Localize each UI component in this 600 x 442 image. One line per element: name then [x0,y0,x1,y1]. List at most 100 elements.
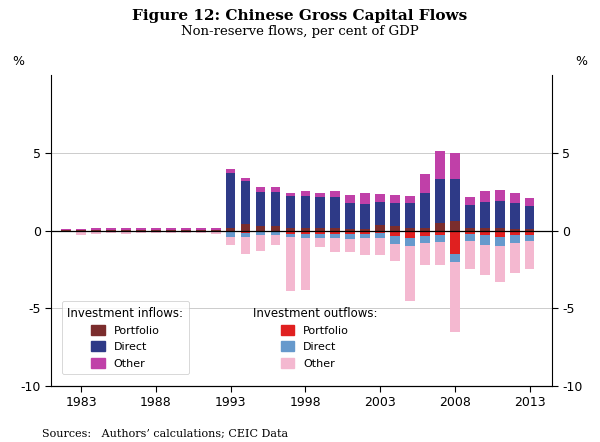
Bar [121,232,131,234]
Bar [435,152,445,179]
Bar [286,237,295,291]
Bar [510,235,520,243]
Bar [420,174,430,193]
Bar [211,232,221,234]
Bar [226,237,235,244]
Bar [435,241,445,265]
Bar [226,168,235,173]
Bar [465,241,475,269]
Bar [151,231,161,232]
Bar [495,231,505,237]
Bar [361,204,370,229]
Bar [465,231,475,234]
Bar [480,231,490,235]
Bar [136,229,146,230]
Bar [181,231,191,232]
Bar [136,230,146,231]
Bar [450,221,460,231]
Bar [301,234,310,238]
Bar [346,239,355,251]
Bar [241,181,250,225]
Bar [286,229,295,231]
Bar [480,202,490,229]
Bar [331,234,340,238]
Bar [465,205,475,229]
Bar [420,231,430,236]
Bar [271,235,280,245]
Bar [525,229,535,231]
Bar [405,231,415,238]
Bar [405,203,415,229]
Bar [166,232,176,233]
Bar [450,254,460,262]
Bar [390,244,400,261]
Text: Non-reserve flows, per cent of GDP: Non-reserve flows, per cent of GDP [181,25,419,38]
Bar [525,198,535,206]
Bar [196,231,206,232]
Bar [241,178,250,181]
Bar [121,230,131,231]
Bar [346,203,355,229]
Bar [91,229,101,230]
Bar [91,231,101,232]
Text: Sources:   Authors’ calculations; CEIC Data: Sources: Authors’ calculations; CEIC Dat… [42,429,288,439]
Bar [106,229,116,230]
Text: Figure 12: Chinese Gross Capital Flows: Figure 12: Chinese Gross Capital Flows [133,9,467,23]
Bar [286,193,295,196]
Bar [480,245,490,275]
Bar [151,230,161,231]
Bar [390,195,400,203]
Bar [480,191,490,202]
Bar [301,238,310,290]
Bar [495,191,505,201]
Bar [61,229,71,230]
Bar [361,234,370,238]
Bar [405,229,415,231]
Bar [375,194,385,202]
Bar [450,231,460,254]
Bar [316,197,325,229]
Bar [495,246,505,282]
Bar [166,229,176,230]
Bar [316,234,325,238]
Bar [405,196,415,203]
Bar [390,203,400,226]
Bar [76,230,86,231]
Bar [405,246,415,301]
Bar [241,233,250,237]
Bar [375,202,385,225]
Bar [256,231,265,232]
Bar [271,192,280,226]
Bar [331,229,340,231]
Bar [301,231,310,234]
Bar [390,236,400,244]
Legend: Portfolio, Direct, Other: Portfolio, Direct, Other [247,301,383,374]
Bar [420,193,430,229]
Bar [331,238,340,252]
Bar [241,225,250,231]
Bar [390,226,400,231]
Bar [390,231,400,236]
Bar [465,234,475,241]
Bar [465,229,475,231]
Bar [301,196,310,229]
Bar [286,234,295,237]
Bar [510,203,520,229]
Bar [361,238,370,255]
Bar [106,231,116,232]
Bar [361,194,370,204]
Bar [76,231,86,232]
Bar [136,231,146,232]
Bar [121,231,131,232]
Bar [211,230,221,231]
Bar [256,187,265,192]
Bar [480,229,490,231]
Bar [480,235,490,245]
Bar [375,225,385,231]
Bar [510,231,520,235]
Bar [450,179,460,221]
Bar [196,232,206,233]
Bar [331,197,340,229]
Bar [61,230,71,231]
Bar [256,192,265,226]
